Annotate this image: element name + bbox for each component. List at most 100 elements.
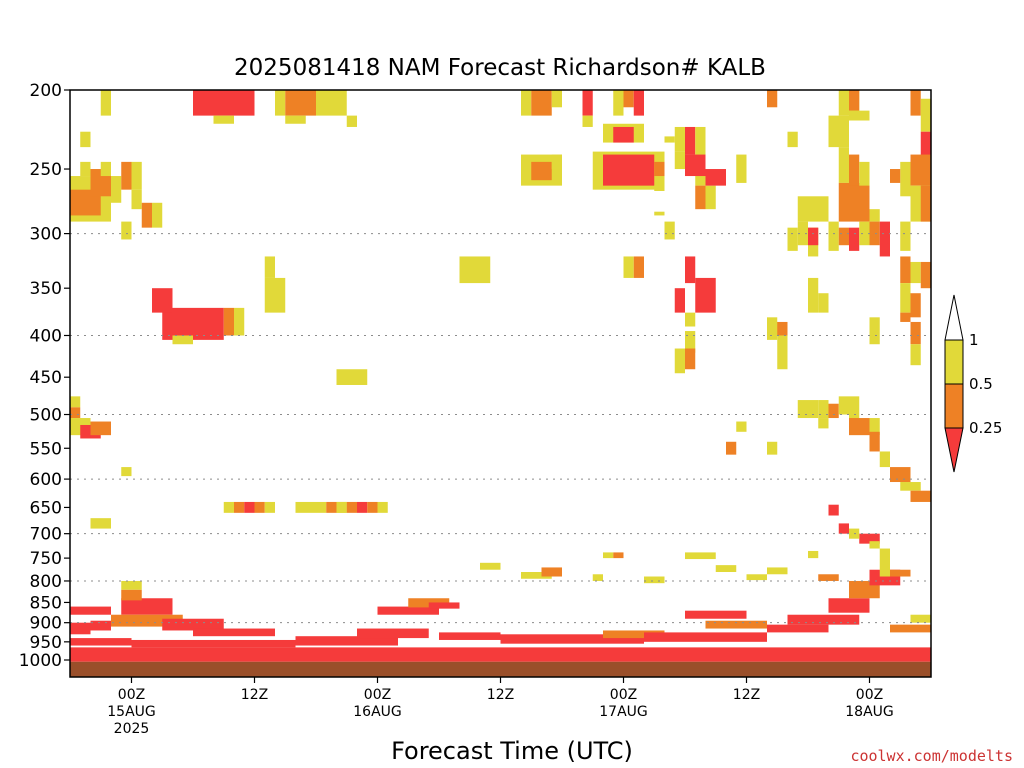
heatmap-cell [111,176,122,203]
heatmap-cell [869,209,880,222]
heatmap-cell [849,90,860,111]
heatmap-cell [890,569,911,577]
heatmap-cell [90,518,111,529]
heatmap-cell [326,501,337,513]
heatmap-cell [879,221,890,257]
y-tick-label: 400 [30,326,62,346]
chart-title: 2025081418 NAM Forecast Richardson# KALB [234,55,766,81]
heatmap-cell [920,131,931,162]
heatmap-cell [664,136,675,143]
heatmap-cell [70,661,931,677]
heatmap-cell [685,126,696,155]
heatmap-cell [654,185,665,191]
y-tick-label: 250 [30,160,62,180]
heatmap-cell [162,618,224,631]
x-tick-label: 00Z [118,687,145,703]
heatmap-cell [900,482,921,491]
y-tick-label: 500 [30,406,62,426]
heatmap-cell [254,501,265,513]
heatmap-cell [551,154,562,170]
heatmap-cell [838,227,849,246]
legend-swatch [944,294,964,341]
heatmap-cell [695,185,706,210]
heatmap-cell [920,185,931,222]
y-tick-label: 600 [30,470,62,490]
heatmap-cell [152,288,173,313]
heatmap-cell [121,221,132,240]
heatmap-cell [295,636,398,646]
heatmap-cell [715,565,737,573]
heatmap-cell [551,90,562,108]
heatmap-cell [736,154,747,183]
heatmap-cell [797,400,819,419]
heatmap-cell [910,344,921,366]
heatmap-cell [828,504,839,516]
heatmap-cell [674,151,685,170]
heatmap-cell [818,418,829,429]
heatmap-cell [869,431,880,452]
heatmap-cell [910,490,931,502]
y-tick-label: 300 [30,225,62,245]
heatmap-cell [603,552,614,559]
heatmap-cell [346,501,357,513]
heatmap-cell [582,90,593,116]
heatmap-cell [869,541,880,549]
heatmap-cell [664,221,675,240]
x-tick-label: 18AUG [845,704,894,720]
heatmap-cell [777,335,788,370]
y-tick-label: 850 [30,593,62,613]
heatmap-cell [264,256,275,278]
heatmap-cell [685,312,696,327]
heatmap-cell [695,277,716,313]
y-tick-label: 800 [30,572,62,592]
heatmap-cell [70,638,132,646]
heatmap-cell [685,154,706,177]
heatmap-cell [787,131,798,148]
heatmap-cell [244,501,255,513]
heatmap-cell [849,154,860,186]
color-legend: 1 0.5 0.25 [944,294,1002,473]
heatmap-cell [767,624,829,633]
heatmap-cell [838,523,849,534]
heatmap-cell [234,501,245,513]
heatmap-cell [377,606,439,615]
heatmap-cell [767,317,778,340]
heatmap-cell [70,407,81,419]
heatmap-cell [746,574,767,581]
heatmap-cell [900,161,911,197]
heatmap-cell [377,501,388,513]
heatmap-cell [162,307,224,340]
heatmap-cell [439,632,501,640]
heatmap-cell [818,293,829,313]
heatmap-cell [367,501,378,513]
heatmap-cell [121,580,142,590]
x-tick-label: 00Z [610,687,637,703]
heatmap-cell [674,348,685,374]
heatmap-cell [674,288,685,313]
heatmap-cell [644,576,665,584]
heatmap-cell [849,110,870,121]
heatmap-cell [879,548,890,577]
heatmap-cell [623,256,634,278]
y-tick-label: 900 [30,614,62,634]
heatmap-cell [910,90,921,116]
heatmap-cell [459,256,491,284]
heatmap-cell [695,126,706,155]
heatmap-cell [121,589,142,601]
x-tick-label: 12Z [241,687,268,703]
y-tick-label: 350 [30,279,62,299]
heatmap-cell [223,501,234,513]
heatmap-cell [705,169,726,186]
heatmap-cell [336,501,347,513]
heatmap-cell [910,154,931,186]
heatmap-cell [787,614,860,625]
heatmap-cell [900,256,911,284]
heatmap-cell [808,550,819,559]
plot-frame [69,89,932,678]
x-tick-label: 12Z [487,687,514,703]
heatmap-cell [910,293,921,318]
heatmap-cell [90,421,111,436]
heatmap-cell [121,467,132,477]
heatmap-cell [234,307,245,336]
